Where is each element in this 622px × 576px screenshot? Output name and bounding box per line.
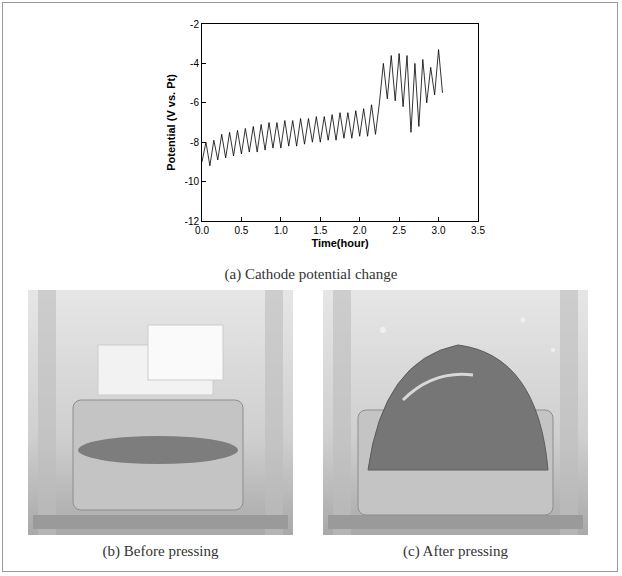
html-text:(b) Before pressing: (b) Before pressing bbox=[102, 543, 219, 559]
svg-text:-2: -2 bbox=[190, 19, 199, 30]
svg-text:Potential (V vs. Pt): Potential (V vs. Pt) bbox=[165, 74, 177, 171]
svg-text:0.0: 0.0 bbox=[195, 225, 209, 236]
svg-text:-12: -12 bbox=[185, 216, 200, 227]
svg-text:2.5: 2.5 bbox=[392, 225, 406, 236]
svg-text:3.5: 3.5 bbox=[471, 225, 485, 236]
svg-text:2.0: 2.0 bbox=[353, 225, 367, 236]
svg-text:1.0: 1.0 bbox=[274, 225, 288, 236]
html-text:(c) After pressing: (c) After pressing bbox=[403, 543, 508, 559]
svg-text:-6: -6 bbox=[190, 97, 199, 108]
svg-text:-4: -4 bbox=[190, 58, 199, 69]
svg-text:-8: -8 bbox=[190, 137, 199, 148]
svg-text:3.0: 3.0 bbox=[432, 225, 446, 236]
svg-text:-10: -10 bbox=[185, 176, 200, 187]
svg-text:0.5: 0.5 bbox=[234, 225, 248, 236]
html-text:(a) Cathode potential change: (a) Cathode potential change bbox=[224, 266, 398, 282]
svg-text:1.5: 1.5 bbox=[313, 225, 327, 236]
svg-text:Time(hour): Time(hour) bbox=[311, 237, 369, 249]
